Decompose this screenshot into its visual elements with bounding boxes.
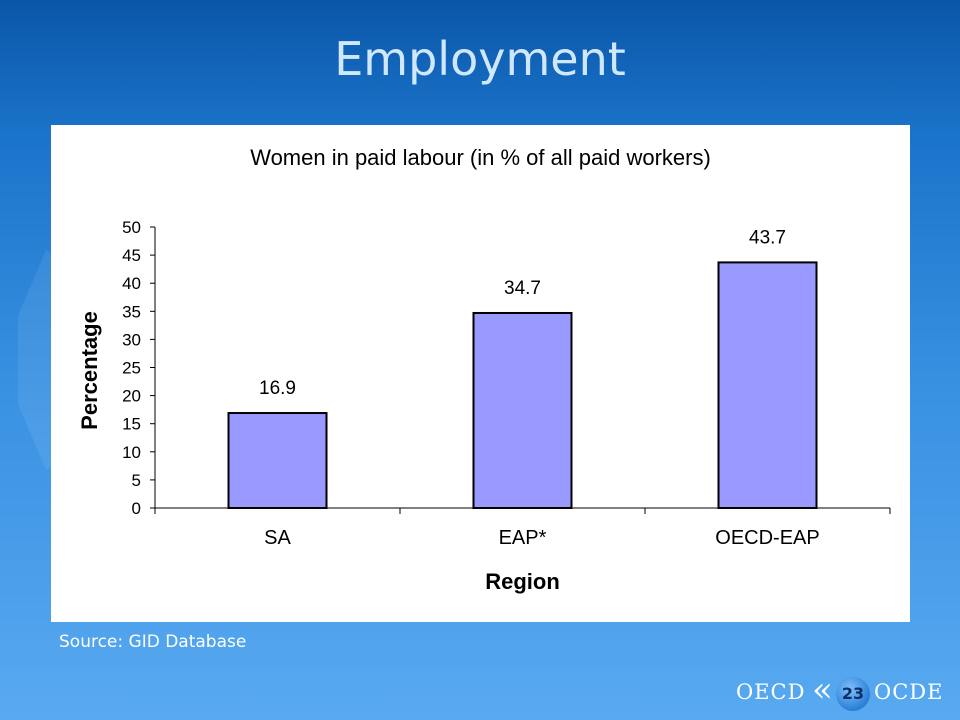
y-tick-label: 10	[122, 443, 141, 462]
source-note: Source: GID Database	[59, 632, 247, 652]
y-tick-label: 50	[122, 218, 141, 237]
slide-title: Employment	[334, 32, 626, 86]
y-tick-label: 45	[122, 246, 141, 265]
logo-marks-icon: «	[812, 670, 833, 710]
y-tick-label: 15	[122, 415, 141, 434]
bar-chart: 0 5 10 15 20 25 30 35 40 45 50 16.9 SA 34.7 EAP* 43.7 OE…	[77, 218, 891, 594]
bar-eap-	[472, 311, 573, 509]
y-tick-label: 25	[122, 359, 141, 378]
y-tick-label: 35	[122, 302, 141, 321]
data-label: 43.7	[749, 227, 786, 248]
bar-sa	[227, 412, 328, 509]
logo-text-right: OCDE	[874, 680, 944, 704]
y-tick-label: 5	[132, 471, 141, 490]
y-tick-label: 30	[122, 330, 141, 349]
chart-title: Women in paid labour (in % of all paid w…	[250, 145, 711, 170]
y-axis-title: Percentage	[77, 311, 102, 430]
chart-panel: Women in paid labour (in % of all paid w…	[51, 125, 910, 622]
data-label: 16.9	[259, 378, 296, 399]
x-axis-title: Region	[485, 569, 560, 594]
x-tick-label: EAP*	[499, 527, 547, 549]
y-tick-label: 40	[122, 274, 141, 293]
bar-oecd-eap	[717, 261, 818, 509]
x-tick-label: SA	[264, 527, 291, 549]
data-label: 34.7	[504, 278, 541, 299]
logo-text-left: OECD	[736, 680, 806, 704]
y-tick-label: 20	[122, 387, 141, 406]
y-tick-label: 0	[132, 499, 141, 518]
page-number-badge: 23	[836, 677, 870, 711]
x-tick-label: OECD-EAP	[715, 527, 819, 549]
oecd-logo: OECD « 23 OCDE	[736, 672, 946, 712]
